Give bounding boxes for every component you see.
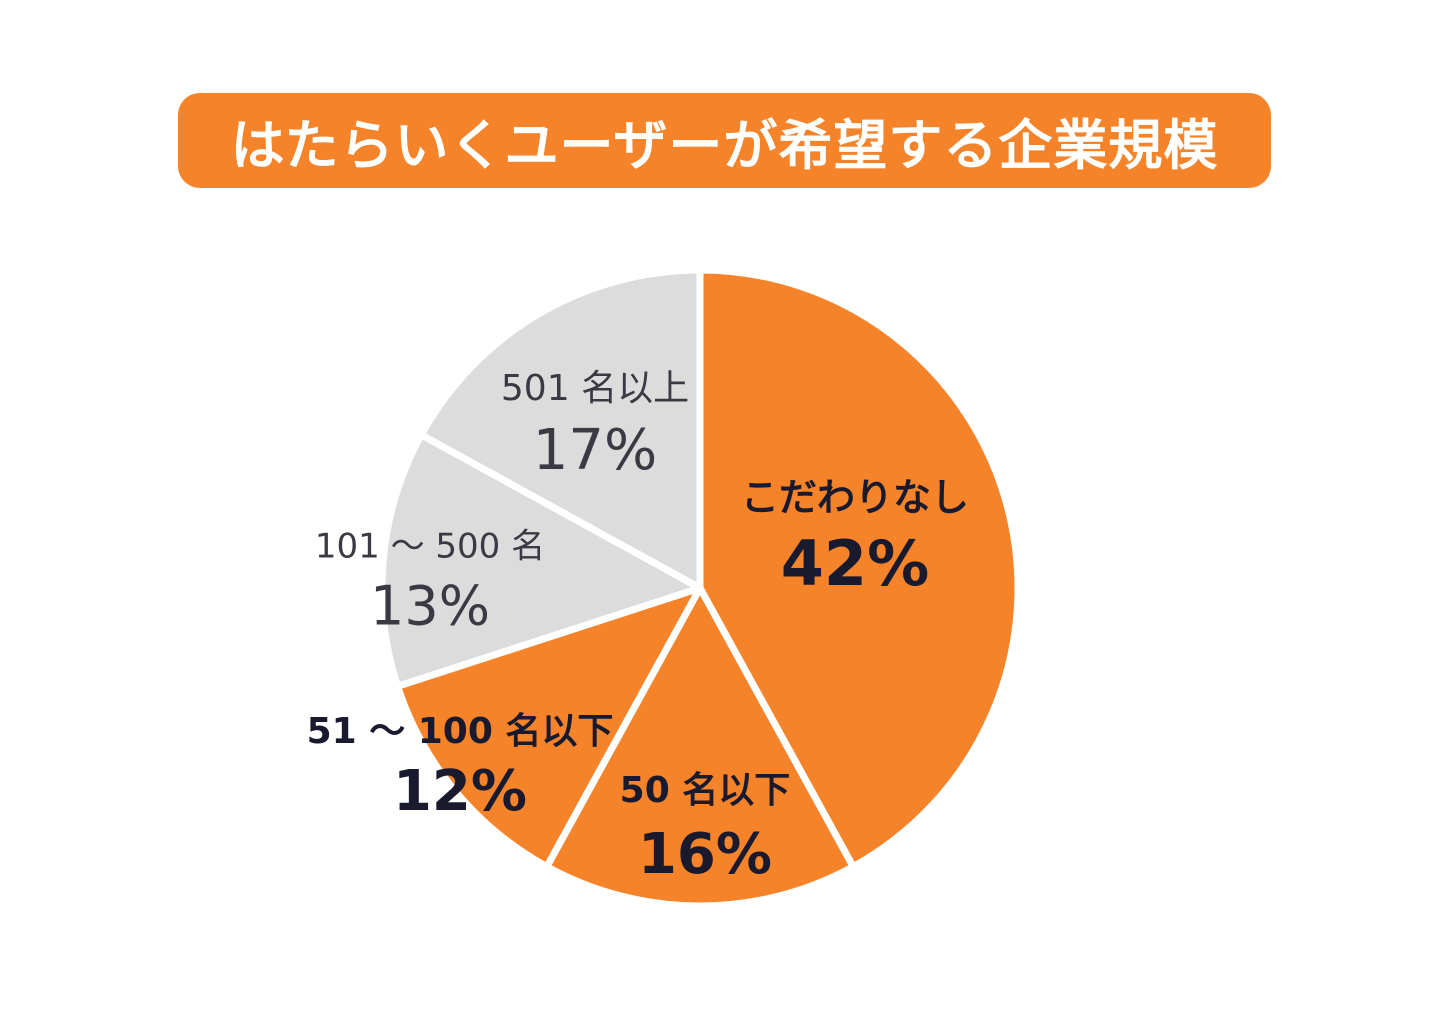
slice-percent-label-2: 16% <box>638 822 772 887</box>
slice-name-label-2: 50 名以下 <box>620 770 791 811</box>
slice-name-label-1: こだわりなし <box>741 476 969 520</box>
pie-slice-1 <box>696 266 1022 871</box>
slice-name-label-4: 101 ～ 500 名 <box>315 527 545 567</box>
slice-name-label-5: 501 名以上 <box>501 368 689 409</box>
pie-slices <box>378 266 1022 910</box>
slice-name-label-3: 51 ～ 100 名以下 <box>307 711 614 752</box>
pie-slice-5 <box>417 266 704 592</box>
slice-percent-label-3: 12% <box>393 759 527 824</box>
pie-slice-3 <box>394 584 704 871</box>
slice-percent-label-5: 17% <box>533 418 657 483</box>
pie-slice-4 <box>378 431 704 690</box>
slice-percent-label-4: 13% <box>370 575 490 638</box>
pie-labels: こだわりなし 42% 50 名以下 16% 51 ～ 100 名以下 12% 101 ～ 5… <box>307 368 969 887</box>
title-banner: はたらいくユーザーが希望する企業規模 <box>178 93 1271 188</box>
slice-percent-label-1: 42% <box>781 527 929 600</box>
pie-slice-2 <box>543 584 857 910</box>
chart-title: はたらいくユーザーが希望する企業規模 <box>230 114 1219 177</box>
